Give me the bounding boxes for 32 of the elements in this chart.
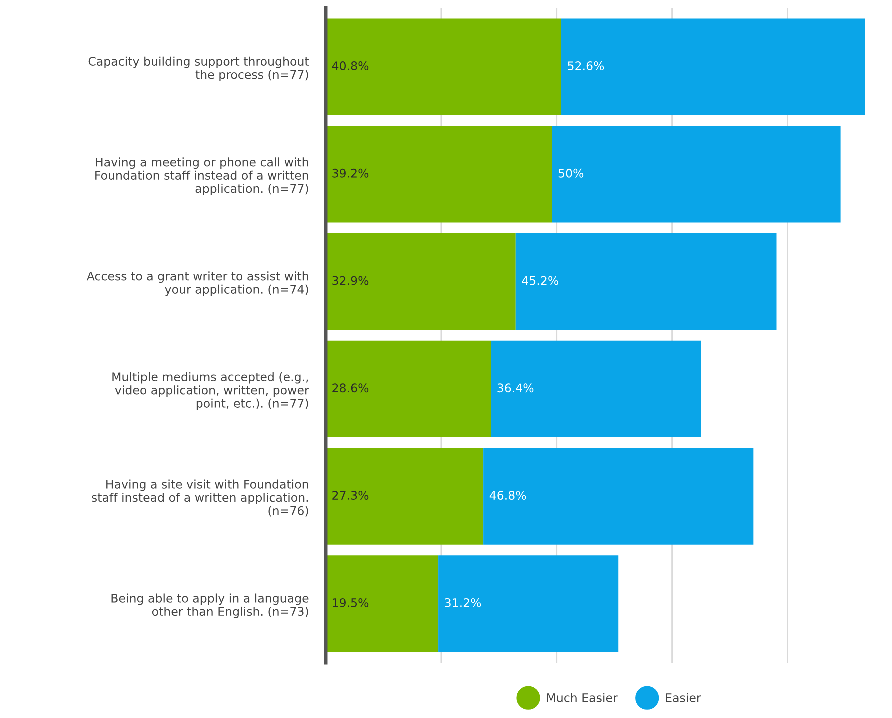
bar — [516, 233, 777, 330]
legend-label: Easier — [666, 693, 702, 702]
y-tick-label: Having a meeting or phone call with Foundation staff instead of a written application. (n=77) — [96, 158, 308, 196]
bar — [491, 340, 702, 438]
bar — [552, 126, 841, 223]
bar — [438, 556, 619, 652]
bar — [326, 18, 562, 116]
bar — [484, 448, 754, 545]
bar — [326, 126, 552, 223]
bar — [561, 18, 866, 116]
y-tick-label: Having a site visit with Foundation staff instead of a written application. (n=76) — [92, 480, 308, 517]
data-label: 46.8% — [490, 491, 526, 500]
data-label: 50% — [558, 168, 584, 178]
data-label: 36.4% — [498, 384, 534, 393]
data-label: 27.3% — [332, 491, 369, 500]
y-tick-label: Capacity building support throughout the process (n=77) — [88, 56, 310, 82]
legend-label: Much Easier — [547, 693, 618, 702]
bar — [326, 233, 516, 330]
bar — [326, 340, 492, 438]
y-tick-label: Being able to apply in a language other than English. (n=73) — [112, 594, 309, 618]
data-label: 32.9% — [332, 276, 369, 286]
data-label: 40.8% — [332, 62, 369, 70]
data-label: 31.2% — [445, 598, 482, 608]
y-tick-label: Access to a grant writer to assist with your application. (n=74) — [86, 272, 308, 296]
data-label: 52.6% — [568, 62, 604, 70]
data-label: 45.2% — [522, 276, 558, 286]
data-label: 39.2% — [332, 168, 369, 178]
data-label: 19.5% — [333, 598, 369, 608]
bar — [326, 556, 439, 652]
data-label: 28.6% — [332, 384, 369, 393]
y-tick-label: Multiple mediums accepted (e.g., video application, written, power point, etc.). (n=77) — [112, 372, 310, 410]
bar — [326, 448, 484, 545]
